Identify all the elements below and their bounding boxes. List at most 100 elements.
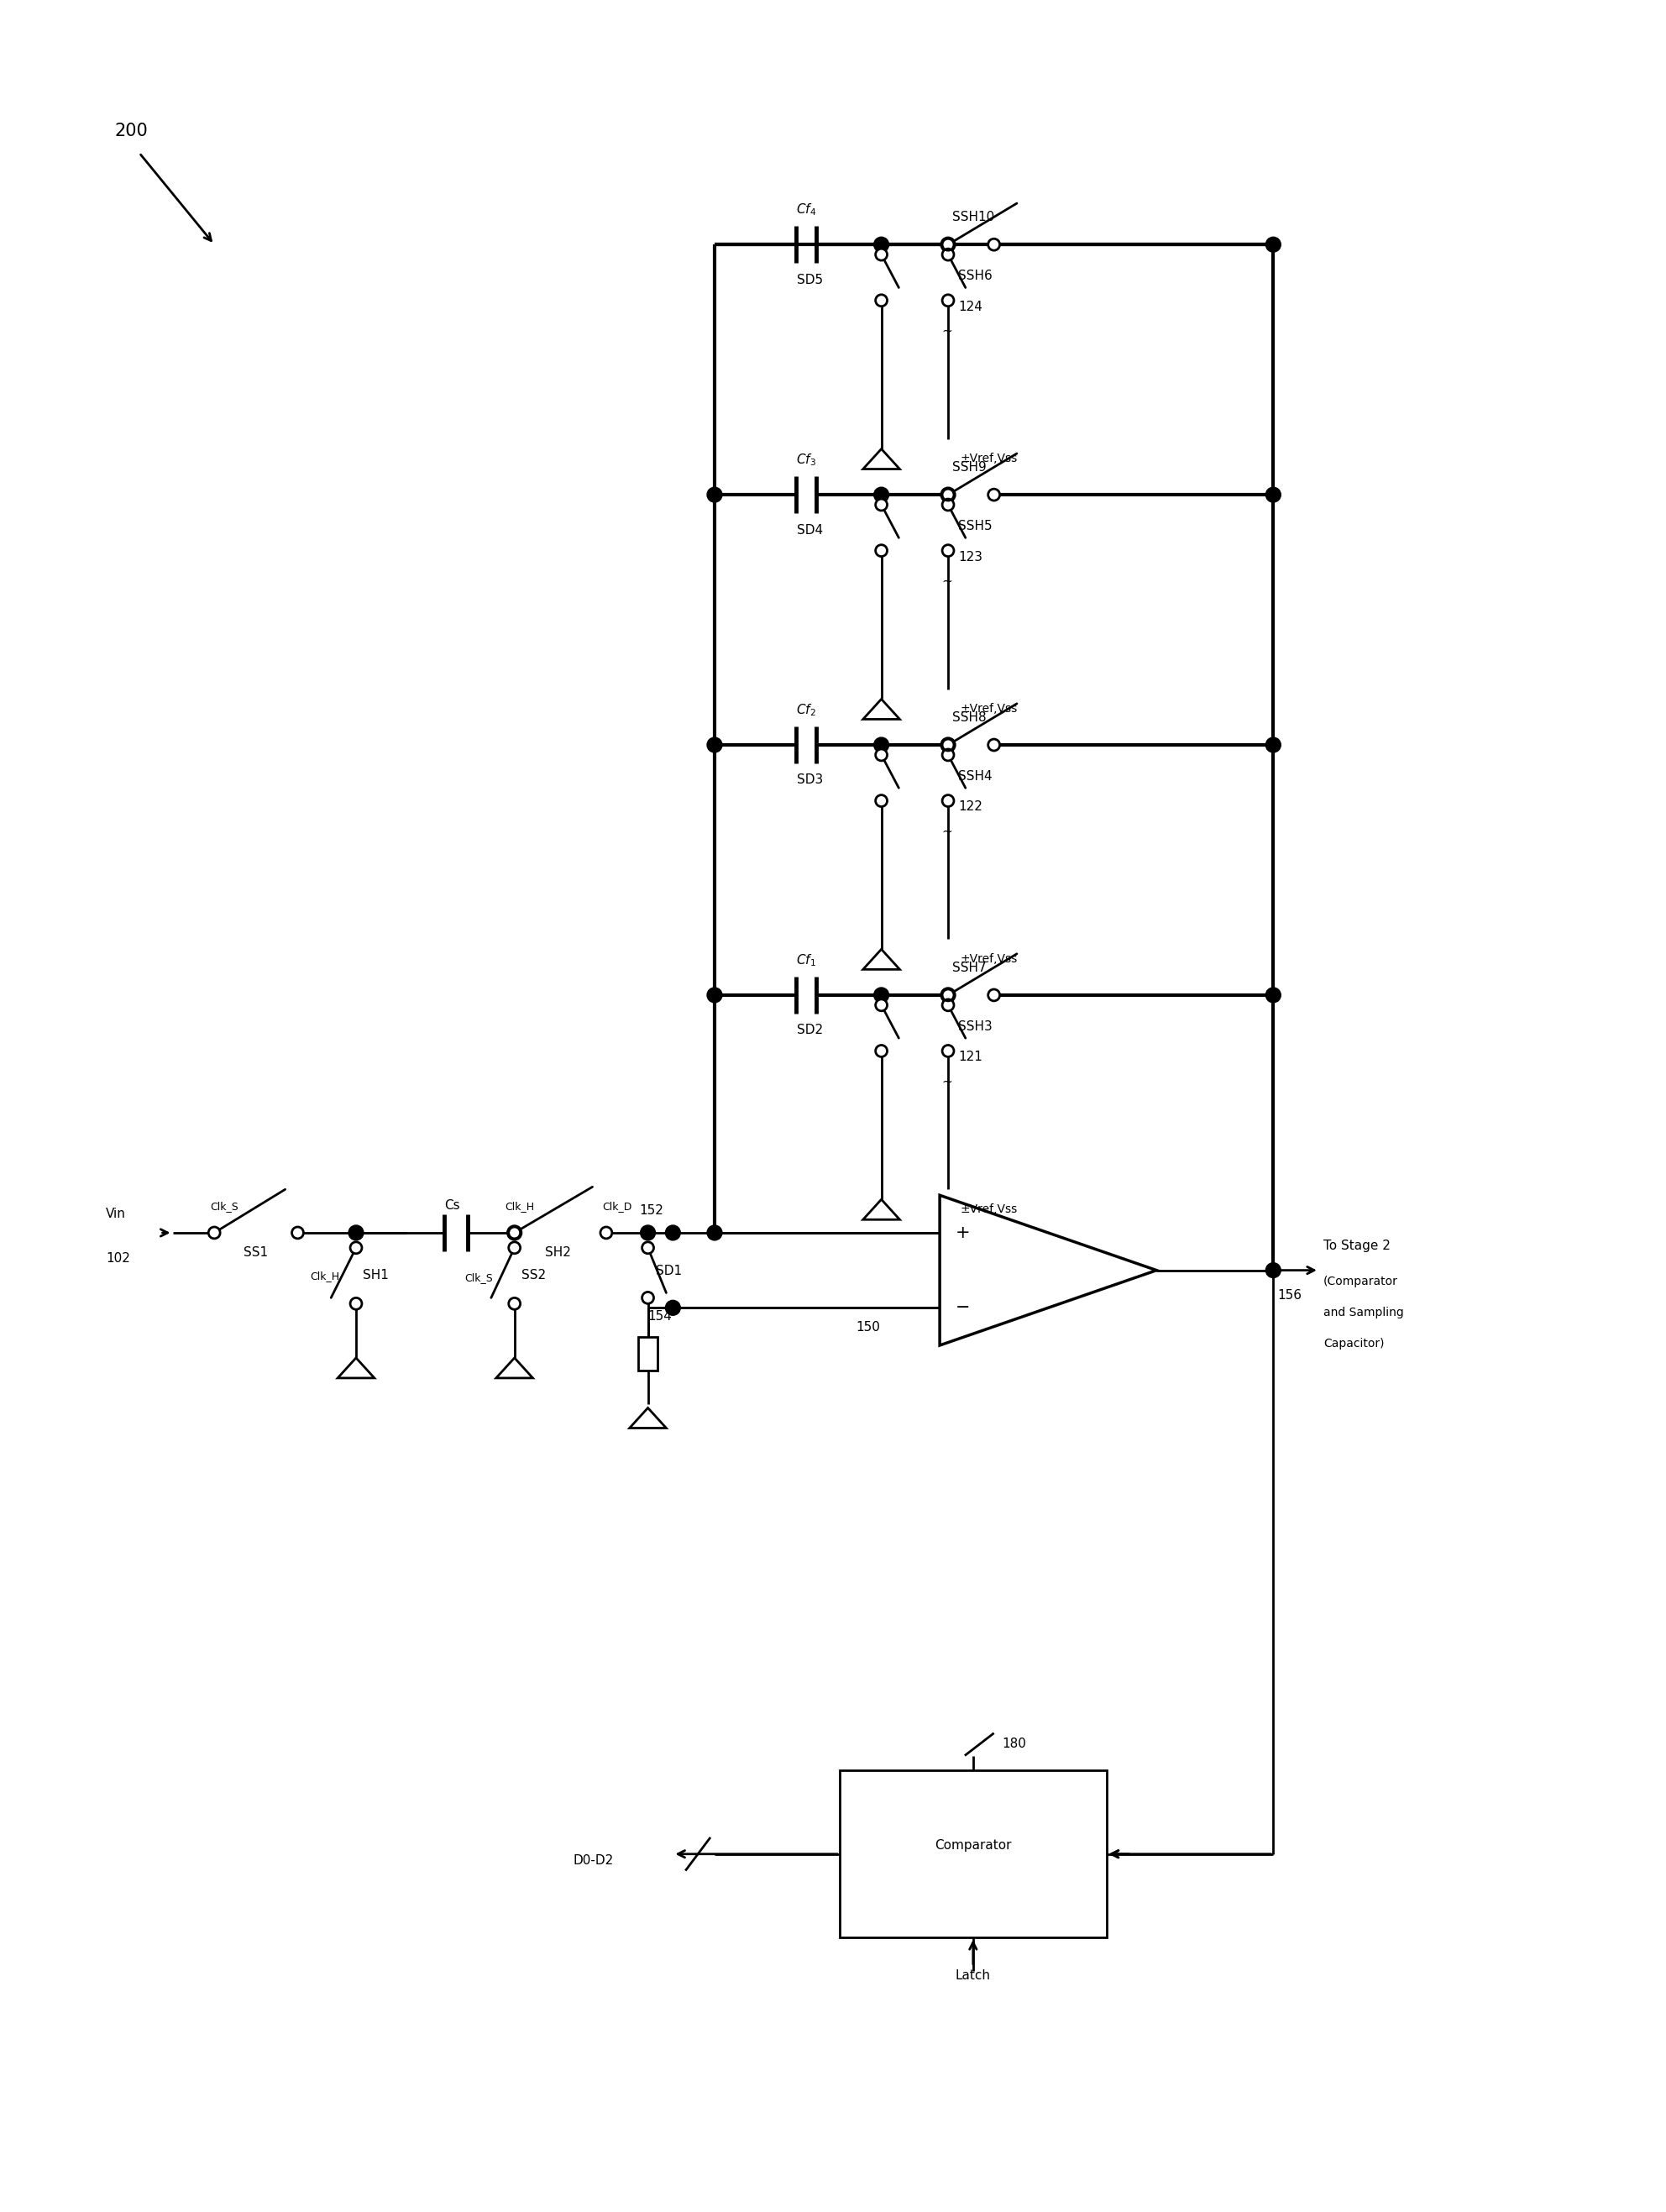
Circle shape: [1266, 987, 1281, 1002]
Circle shape: [350, 1298, 362, 1310]
Circle shape: [875, 487, 890, 502]
Text: $Cf_1$: $Cf_1$: [796, 953, 816, 969]
Circle shape: [641, 1292, 653, 1303]
Text: Capacitor): Capacitor): [1323, 1338, 1384, 1349]
Text: Comparator: Comparator: [935, 1840, 1011, 1851]
Circle shape: [941, 487, 956, 502]
Circle shape: [508, 1298, 520, 1310]
Circle shape: [876, 794, 888, 807]
Text: SSH10: SSH10: [953, 210, 995, 223]
Circle shape: [1266, 487, 1281, 502]
Circle shape: [943, 500, 955, 511]
Text: $Cf_2$: $Cf_2$: [796, 703, 816, 719]
Text: ±Vref,Vss: ±Vref,Vss: [961, 453, 1018, 465]
Text: 122: 122: [958, 801, 983, 814]
Circle shape: [292, 1228, 303, 1239]
Circle shape: [706, 1225, 721, 1241]
Text: SS1: SS1: [243, 1245, 268, 1259]
Text: SSH9: SSH9: [953, 462, 986, 473]
Text: ~: ~: [941, 825, 951, 838]
Circle shape: [943, 989, 955, 1000]
Text: 180: 180: [1003, 1736, 1026, 1750]
Circle shape: [988, 989, 1000, 1000]
Bar: [840, 1770, 1106, 1938]
Circle shape: [876, 294, 888, 305]
Circle shape: [876, 1044, 888, 1057]
Circle shape: [876, 1000, 888, 1011]
Text: Latch: Latch: [955, 1969, 991, 1982]
Circle shape: [988, 489, 1000, 500]
Text: ±Vref,Vss: ±Vref,Vss: [961, 953, 1018, 964]
Text: SD3: SD3: [796, 774, 823, 787]
Text: ~: ~: [941, 325, 951, 336]
Circle shape: [508, 1228, 520, 1239]
Text: 150: 150: [856, 1321, 881, 1334]
Circle shape: [943, 544, 955, 557]
Circle shape: [706, 737, 721, 752]
Text: Clk_D: Clk_D: [601, 1201, 631, 1212]
Circle shape: [641, 1241, 653, 1254]
Text: SS2: SS2: [521, 1267, 545, 1281]
Circle shape: [876, 248, 888, 261]
Text: and Sampling: and Sampling: [1323, 1307, 1404, 1318]
Text: −: −: [956, 1298, 970, 1316]
Text: SSH3: SSH3: [958, 1020, 993, 1033]
Circle shape: [1266, 1263, 1281, 1279]
Circle shape: [943, 294, 955, 305]
Circle shape: [640, 1225, 655, 1241]
Text: SD1: SD1: [656, 1265, 683, 1276]
Circle shape: [943, 1044, 955, 1057]
Text: ~: ~: [941, 1075, 951, 1088]
Circle shape: [875, 987, 890, 1002]
Circle shape: [665, 1225, 680, 1241]
Bar: [638, 1336, 658, 1371]
Text: 200: 200: [115, 122, 148, 139]
Circle shape: [943, 1000, 955, 1011]
Circle shape: [941, 737, 956, 752]
Circle shape: [941, 987, 956, 1002]
Text: SSH4: SSH4: [958, 770, 993, 783]
Text: Cs: Cs: [445, 1199, 460, 1212]
Text: To Stage 2: To Stage 2: [1323, 1239, 1391, 1252]
Circle shape: [600, 1228, 611, 1239]
Text: 124: 124: [958, 301, 983, 312]
Text: Clk_H: Clk_H: [505, 1201, 535, 1212]
Text: $Cf_3$: $Cf_3$: [796, 453, 816, 469]
Text: ±Vref,Vss: ±Vref,Vss: [961, 703, 1018, 714]
Circle shape: [943, 794, 955, 807]
Circle shape: [665, 1301, 680, 1316]
Text: ~: ~: [941, 575, 951, 588]
Circle shape: [941, 237, 956, 252]
Text: 102: 102: [107, 1252, 130, 1265]
Text: 154: 154: [648, 1310, 671, 1323]
Text: SD2: SD2: [796, 1024, 823, 1037]
Circle shape: [208, 1228, 220, 1239]
Circle shape: [943, 248, 955, 261]
Circle shape: [876, 544, 888, 557]
Circle shape: [943, 239, 955, 250]
Circle shape: [706, 987, 721, 1002]
Text: SD5: SD5: [796, 274, 823, 285]
Text: Clk_S: Clk_S: [210, 1201, 238, 1212]
Text: SSH6: SSH6: [958, 270, 993, 283]
Text: $Cf_4$: $Cf_4$: [796, 201, 816, 219]
Circle shape: [876, 500, 888, 511]
Circle shape: [1266, 237, 1281, 252]
Text: 121: 121: [958, 1051, 983, 1064]
Text: ±Vref,Vss: ±Vref,Vss: [961, 1203, 1018, 1214]
Circle shape: [348, 1225, 363, 1241]
Text: +: +: [956, 1225, 971, 1241]
Circle shape: [706, 487, 721, 502]
Text: Clk_S: Clk_S: [465, 1272, 493, 1283]
Circle shape: [943, 489, 955, 500]
Circle shape: [988, 739, 1000, 750]
Circle shape: [988, 239, 1000, 250]
Text: 123: 123: [958, 551, 983, 564]
Circle shape: [943, 750, 955, 761]
Text: SH1: SH1: [363, 1267, 388, 1281]
Text: SSH7: SSH7: [953, 962, 986, 973]
Circle shape: [506, 1225, 521, 1241]
Text: 152: 152: [640, 1203, 663, 1217]
Text: SD4: SD4: [796, 524, 823, 535]
Circle shape: [876, 750, 888, 761]
